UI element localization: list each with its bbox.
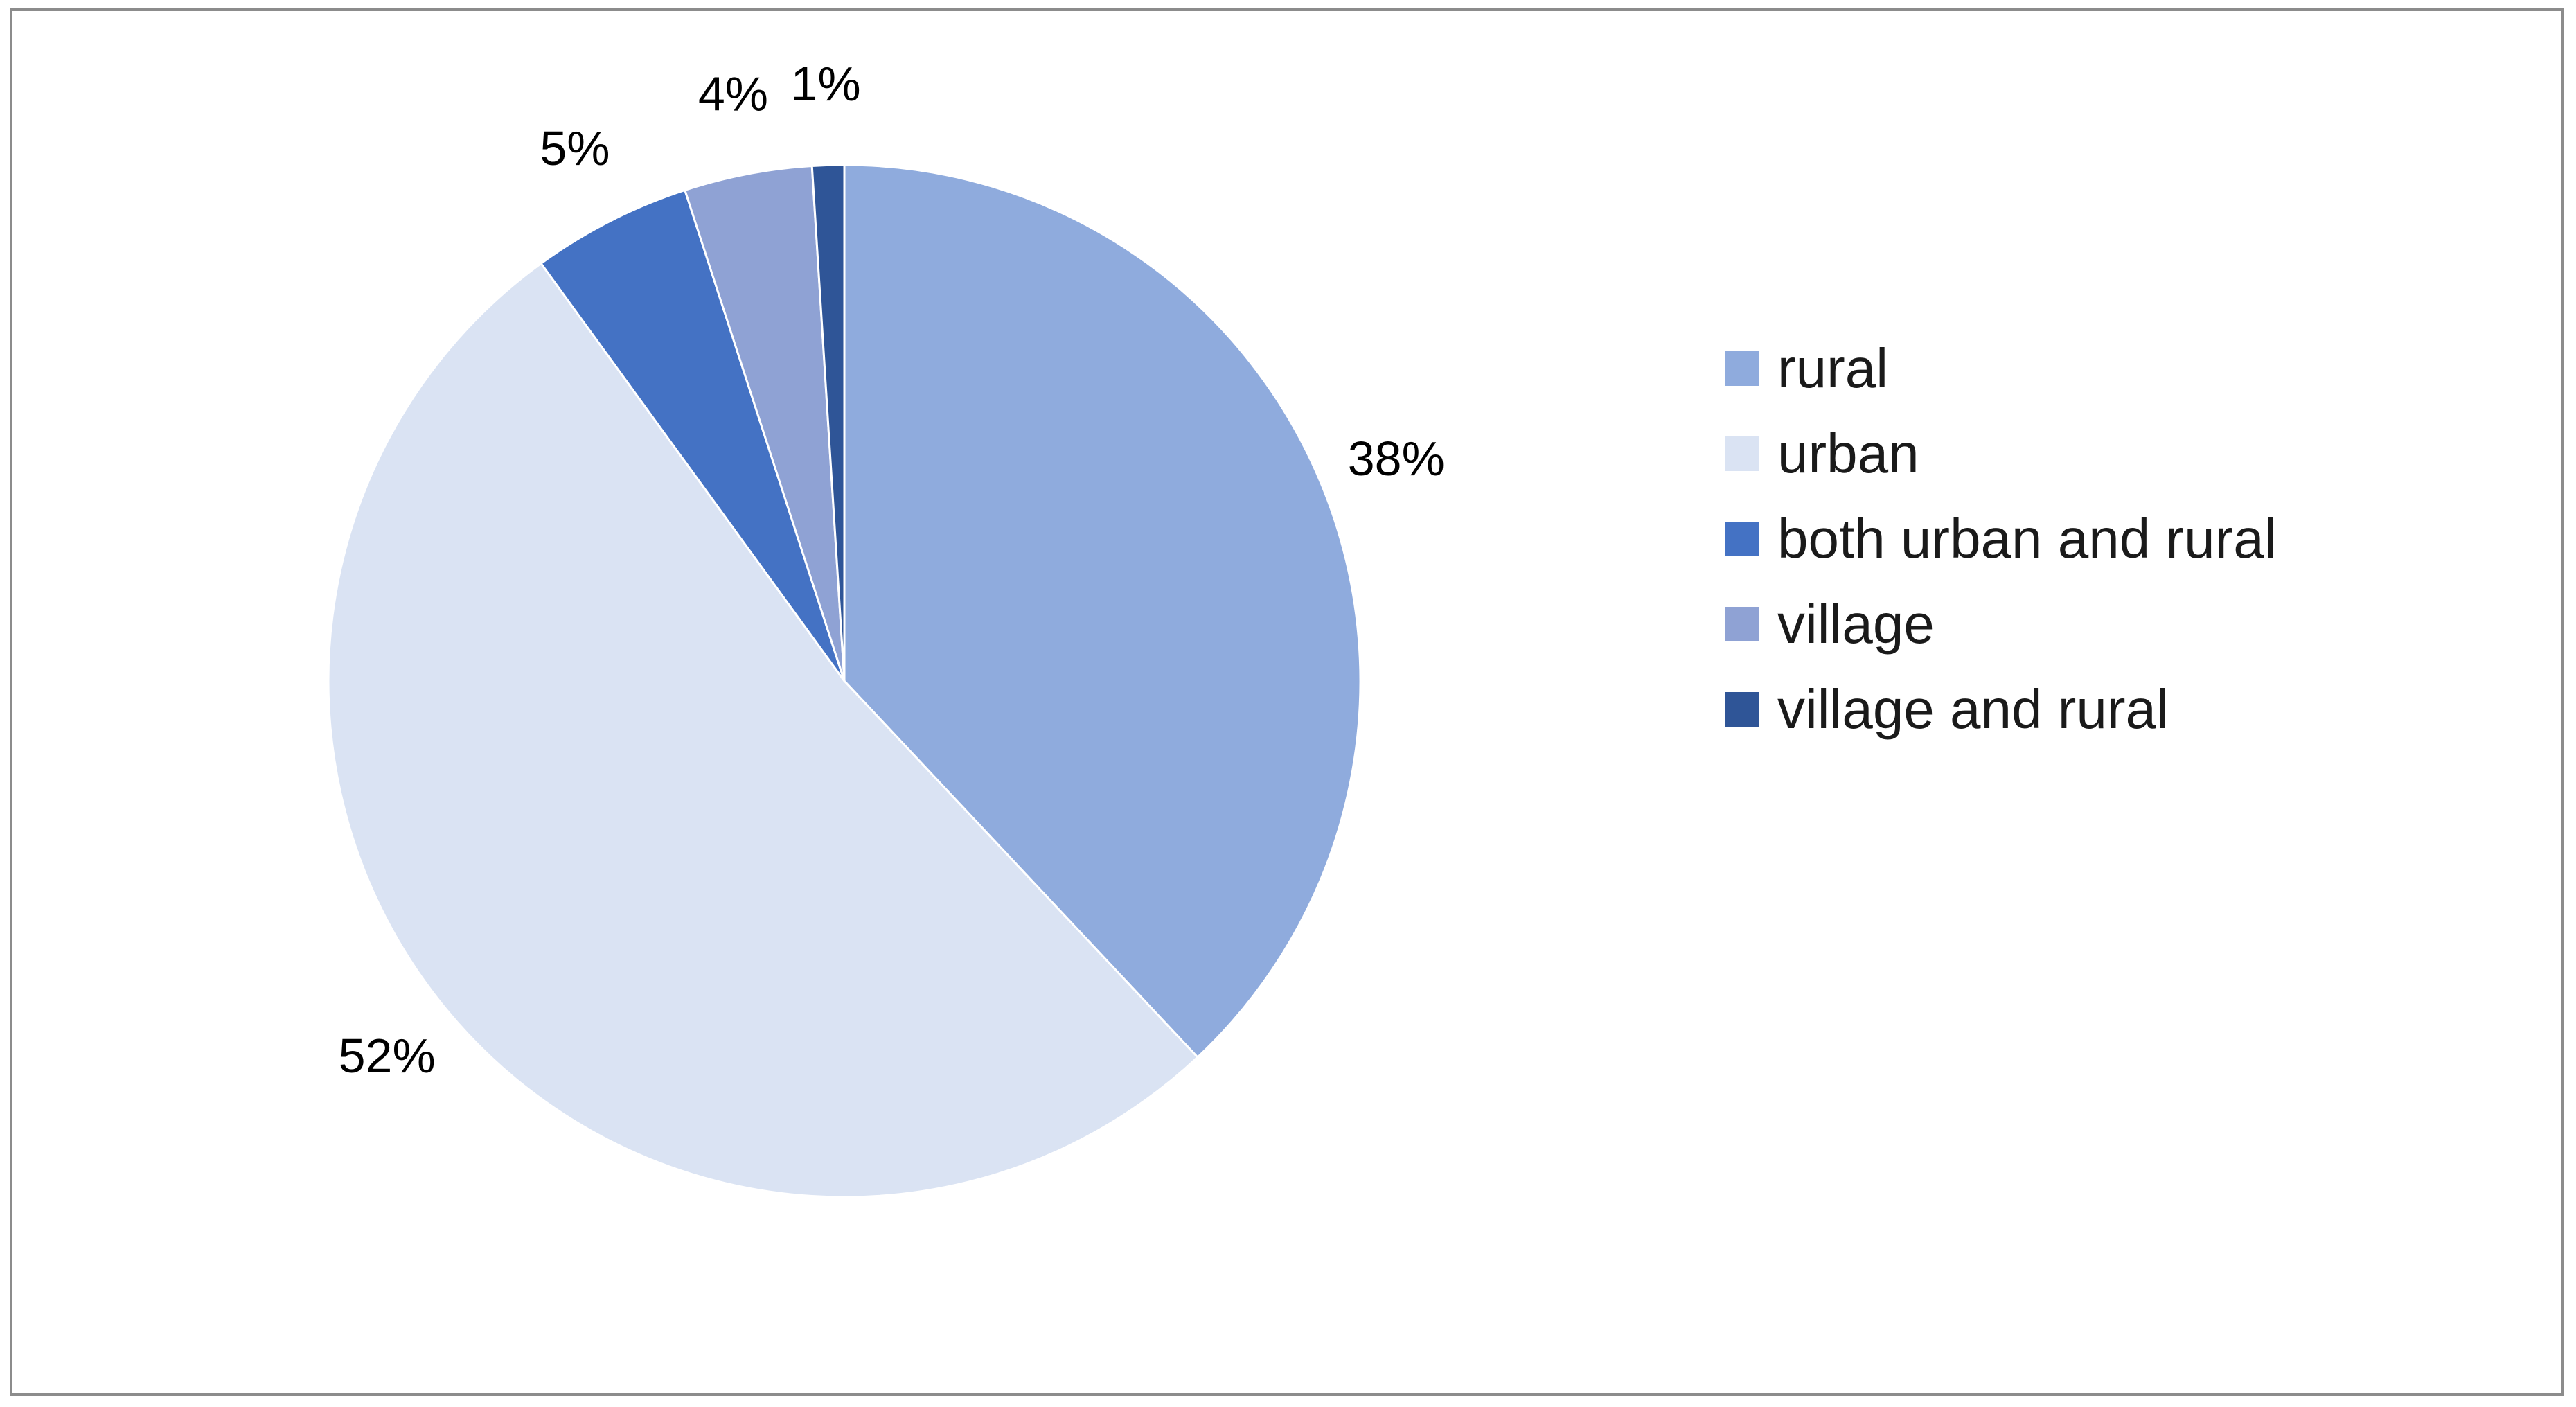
- legend-swatch: [1725, 606, 1759, 641]
- legend-label: village and rural: [1777, 678, 2169, 740]
- legend-item-rural: rural: [1725, 326, 2277, 411]
- data-label-both-urban-and-rural: 5%: [540, 121, 610, 175]
- data-label-rural: 38%: [1348, 432, 1445, 486]
- legend-swatch: [1725, 691, 1759, 727]
- legend-item-urban: urban: [1725, 411, 2277, 496]
- legend-label: rural: [1777, 337, 1889, 399]
- legend-swatch: [1725, 436, 1759, 471]
- legend-label: urban: [1777, 422, 1919, 484]
- pie-slice-urban: [327, 262, 1200, 1198]
- legend-label: village: [1777, 592, 1935, 655]
- pie-slice-rural: [843, 163, 1362, 1059]
- data-label-village-and-rural: 1%: [790, 57, 860, 111]
- legend-swatch: [1725, 351, 1759, 386]
- pie-slices: [327, 163, 1362, 1198]
- data-label-village: 4%: [698, 67, 768, 121]
- pie-slice-village: [683, 164, 846, 682]
- pie-slice-village-and-rural: [810, 163, 846, 682]
- pie-data-labels: 38% 52% 5% 4% 1%: [339, 57, 1445, 1083]
- legend-item-both-urban-and-rural: both urban and rural: [1725, 496, 2277, 581]
- legend-item-village: village: [1725, 581, 2277, 666]
- pie-slice-both-urban-and-rural: [540, 188, 846, 682]
- data-label-urban: 52%: [339, 1029, 436, 1083]
- legend-label: both urban and rural: [1777, 507, 2277, 569]
- legend-item-village-and-rural: village and rural: [1725, 666, 2277, 752]
- legend-swatch: [1725, 521, 1759, 556]
- legend: rural urban both urban and rural village…: [1725, 326, 2277, 752]
